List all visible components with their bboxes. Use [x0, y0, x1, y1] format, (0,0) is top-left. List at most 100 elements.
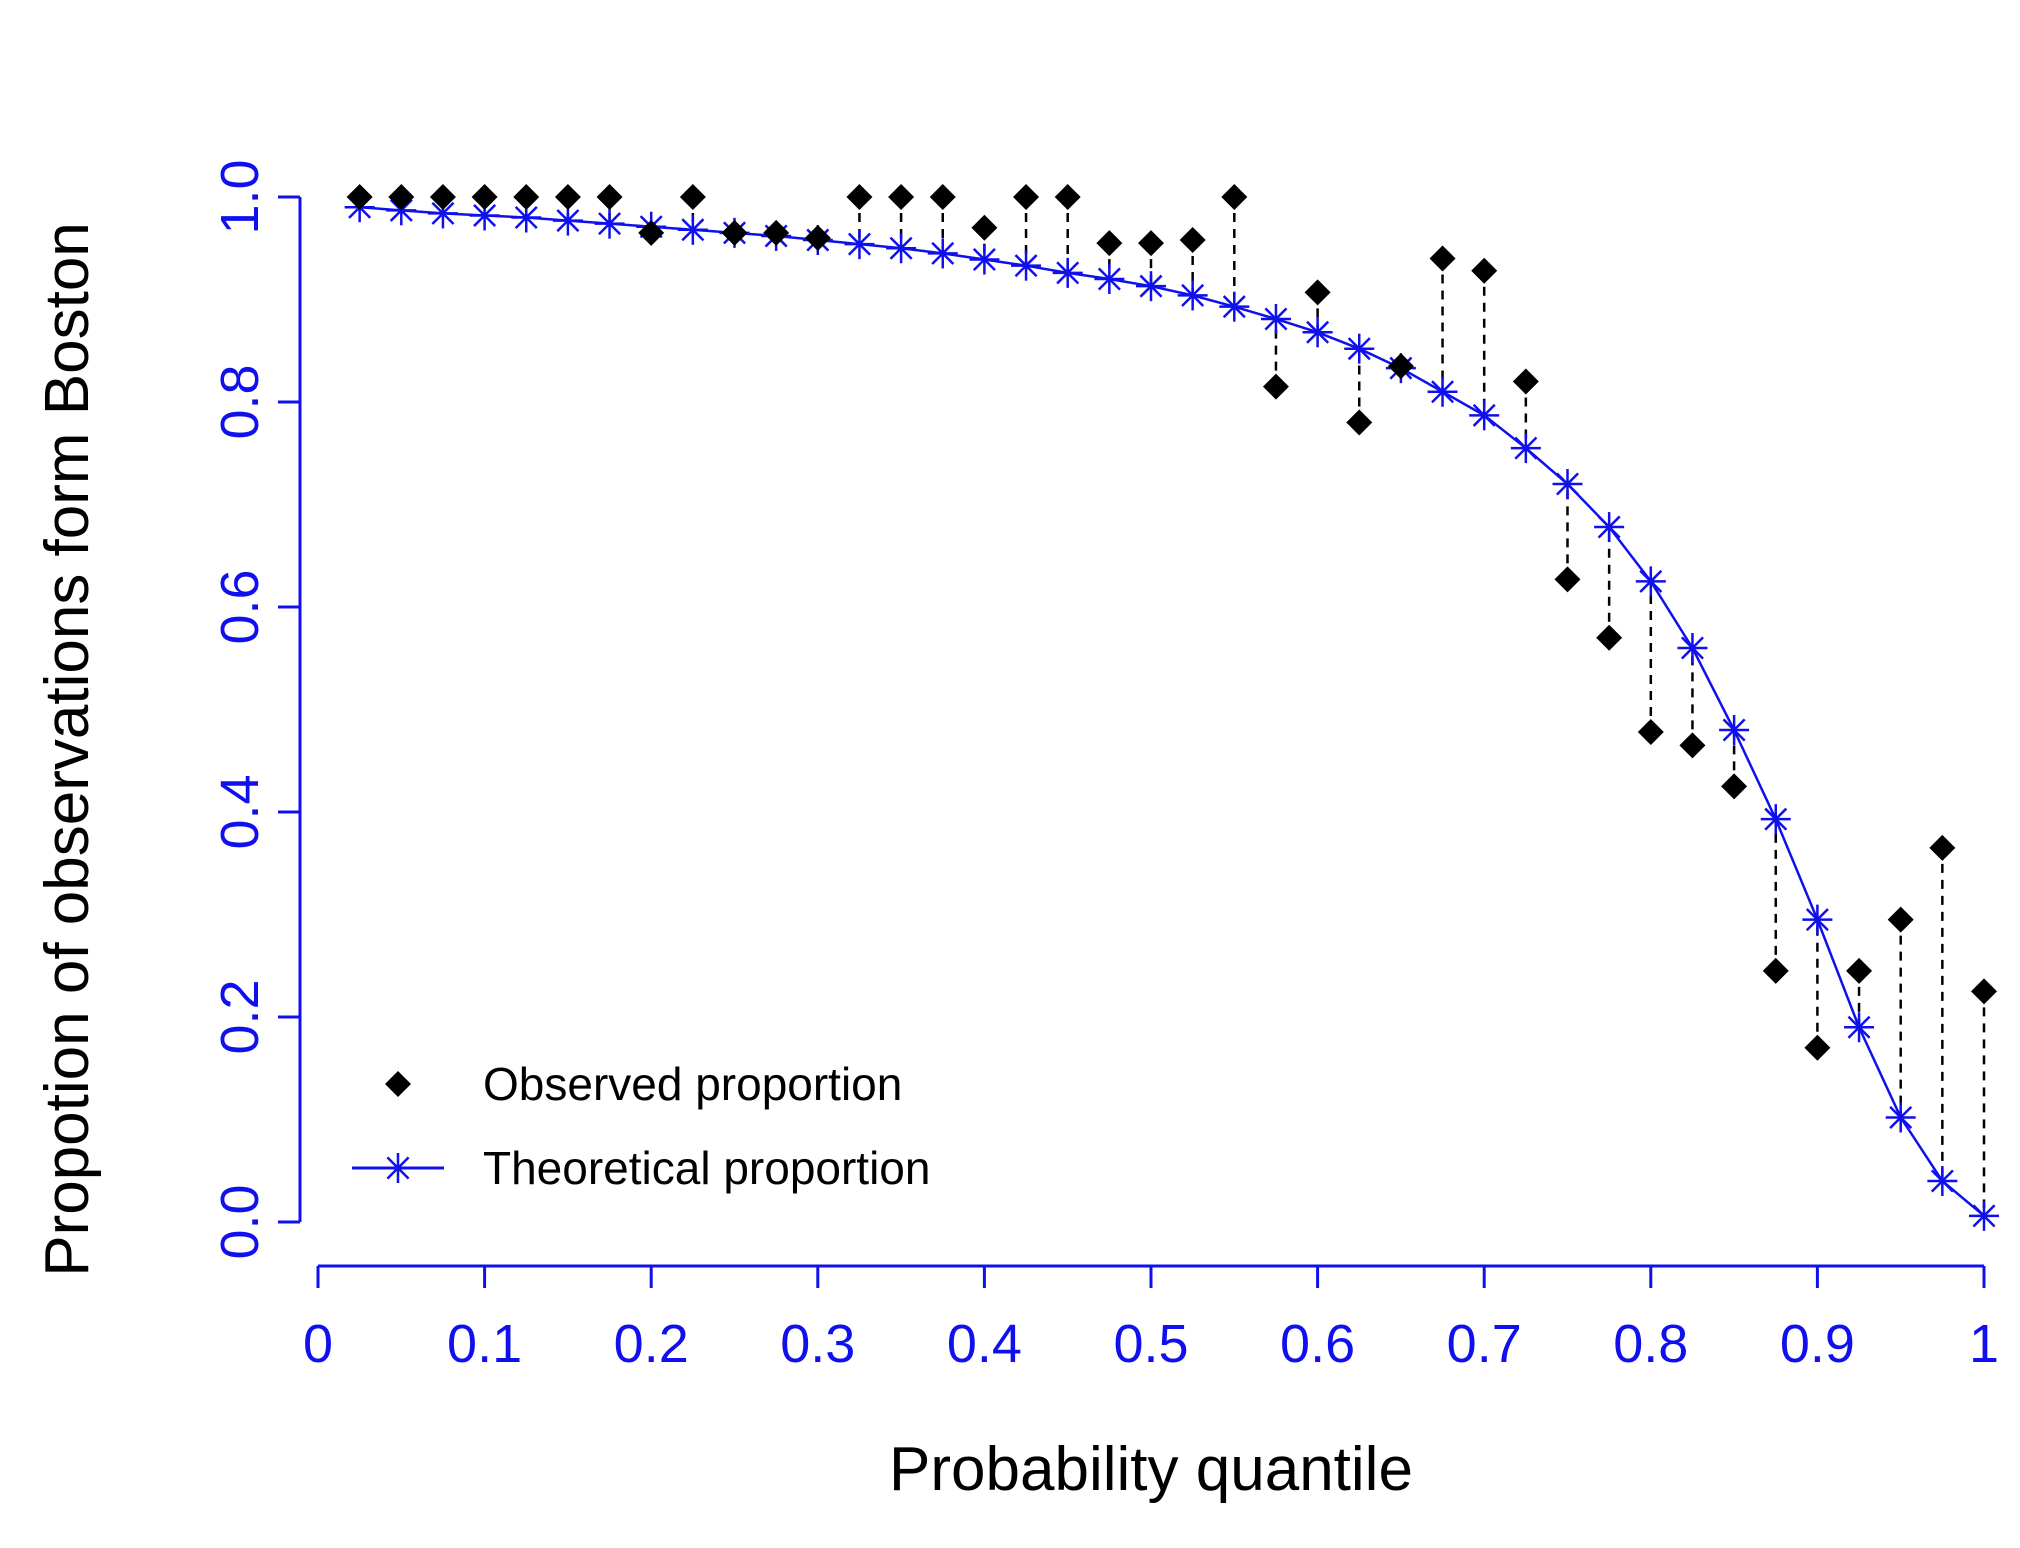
- theoretical-point: [1344, 333, 1375, 364]
- legend-theoretical-label: Theoretical proportion: [483, 1142, 930, 1194]
- theoretical-point: [1510, 433, 1541, 464]
- x-tick-label: 0.2: [614, 1314, 689, 1374]
- observed-point: [846, 184, 873, 210]
- x-tick-label: 0: [303, 1314, 333, 1374]
- observed-point: [1721, 773, 1748, 800]
- observed-point: [1262, 373, 1289, 400]
- theoretical-proportion-line: [359, 206, 1985, 1217]
- x-ticks: 0 0.1 0.2 0.3 0.4 0.5 0.6 0.7 0.8 0.9 1: [303, 1266, 1999, 1374]
- y-tick-label: 0.6: [210, 569, 270, 644]
- y-tick-label: 0.8: [210, 364, 270, 439]
- y-tick-label: 1.0: [210, 159, 270, 234]
- observed-proportion-markers: [346, 184, 1997, 1061]
- observed-point: [1429, 245, 1456, 272]
- theoretical-point: [677, 214, 708, 245]
- theoretical-point: [1719, 715, 1750, 745]
- legend-theoretical-marker: [383, 1153, 413, 1183]
- theoretical-point: [927, 238, 958, 269]
- theoretical-point: [1844, 1012, 1875, 1043]
- x-tick-label: 0.7: [1447, 1314, 1522, 1374]
- y-ticks: 0.0 0.2 0.4 0.6 0.8 1.0: [210, 159, 300, 1260]
- theoretical-point: [1011, 250, 1042, 281]
- legend-observed-marker: [385, 1071, 411, 1097]
- theoretical-point: [1094, 264, 1125, 294]
- theoretical-point: [1885, 1102, 1916, 1133]
- observed-point: [596, 184, 623, 210]
- observed-point: [554, 184, 581, 210]
- theoretical-point: [969, 244, 1000, 275]
- theoretical-point: [886, 233, 917, 264]
- theoretical-point: [594, 208, 625, 239]
- x-tick-label: 0.1: [447, 1314, 522, 1374]
- theoretical-point: [1219, 291, 1250, 322]
- theoretical-point: [1552, 469, 1583, 499]
- x-axis-title: Probability quantile: [889, 1435, 1413, 1504]
- observed-point: [1512, 368, 1539, 395]
- observed-point: [804, 225, 831, 251]
- observed-point: [1387, 353, 1414, 380]
- theoretical-point: [1136, 271, 1166, 302]
- theoretical-point: [1427, 376, 1458, 407]
- observed-point: [1179, 227, 1206, 254]
- observed-point: [1054, 184, 1081, 210]
- theoretical-point: [1677, 633, 1708, 663]
- observed-point: [721, 219, 748, 246]
- observed-point: [388, 184, 415, 210]
- observed-point: [1762, 957, 1789, 984]
- legend: Observed proportion Theoretical proporti…: [352, 1058, 930, 1194]
- x-tick-label: 0.8: [1613, 1314, 1688, 1374]
- observed-point: [1346, 409, 1373, 436]
- observed-point: [1096, 230, 1123, 257]
- observed-point: [638, 219, 665, 246]
- observed-point: [1679, 732, 1706, 759]
- observed-point: [1596, 624, 1623, 651]
- y-axis-title: Propotion of observations form Boston: [33, 222, 102, 1277]
- observed-point: [1304, 279, 1331, 306]
- x-tick-label: 0.3: [780, 1314, 855, 1374]
- observed-point: [1971, 978, 1997, 1005]
- observed-point: [1804, 1034, 1831, 1061]
- observed-point: [1471, 257, 1498, 284]
- theoretical-point: [1802, 904, 1833, 935]
- observed-point: [1929, 834, 1956, 861]
- x-tick-label: 0.9: [1780, 1314, 1855, 1374]
- observed-point: [1221, 184, 1248, 210]
- theoretical-point: [1635, 566, 1666, 597]
- observed-point: [429, 184, 456, 210]
- theoretical-proportion-markers: [344, 192, 1999, 1231]
- theoretical-point: [552, 205, 583, 236]
- observed-point: [971, 214, 998, 241]
- theoretical-point: [1052, 257, 1083, 288]
- y-tick-label: 0.0: [210, 1184, 270, 1259]
- theoretical-point: [1260, 303, 1291, 334]
- x-tick-label: 0.6: [1280, 1314, 1355, 1374]
- observed-point: [763, 219, 790, 246]
- y-tick-label: 0.2: [210, 979, 270, 1054]
- observed-point: [679, 184, 706, 210]
- observed-point: [1554, 566, 1581, 593]
- theoretical-point: [1969, 1200, 1999, 1231]
- observed-point: [1637, 719, 1664, 746]
- theoretical-point: [844, 229, 875, 260]
- theoretical-point: [1927, 1166, 1958, 1196]
- observed-point: [1846, 957, 1873, 984]
- legend-observed-label: Observed proportion: [483, 1058, 902, 1110]
- x-tick-label: 0.4: [947, 1314, 1022, 1374]
- x-tick-label: 1: [1969, 1314, 1999, 1374]
- observed-point: [471, 184, 498, 210]
- legend-asterisk: [383, 1153, 413, 1183]
- theoretical-point: [1594, 512, 1625, 543]
- theoretical-point: [1760, 804, 1791, 835]
- theoretical-point: [1302, 317, 1333, 348]
- x-tick-label: 0.5: [1113, 1314, 1188, 1374]
- observed-point: [1138, 230, 1164, 257]
- observed-point: [513, 184, 540, 210]
- observed-point: [888, 184, 915, 210]
- observed-point: [1887, 906, 1914, 933]
- observed-point: [346, 184, 373, 210]
- observed-point: [1013, 184, 1040, 210]
- theoretical-point: [386, 195, 417, 226]
- theoretical-point: [1177, 280, 1208, 311]
- y-tick-label: 0.4: [210, 774, 270, 849]
